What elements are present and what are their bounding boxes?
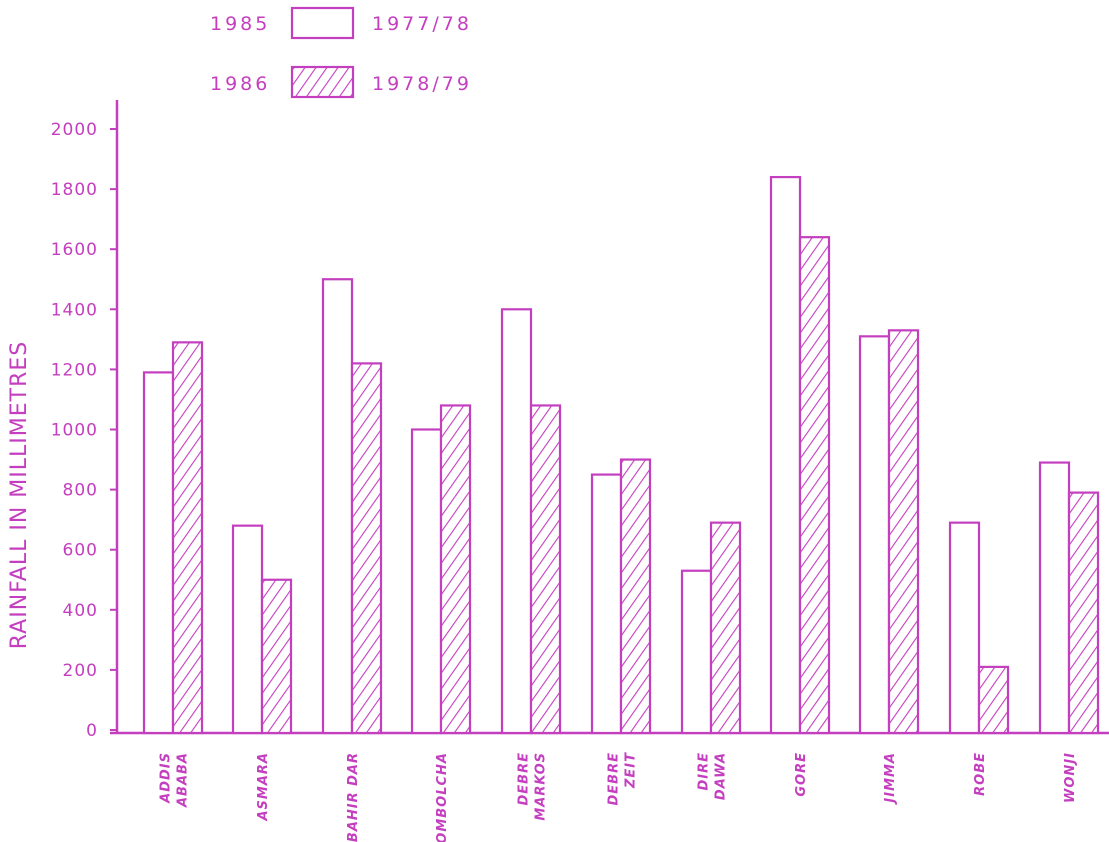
category-label: JIMMA — [883, 752, 898, 806]
bar-open — [680, 569, 713, 735]
category-label: WONJI — [1063, 752, 1078, 803]
y-tick-label: 1200 — [51, 360, 98, 380]
bar-open — [769, 175, 802, 735]
legend-left-label-1: 1985 — [210, 13, 270, 35]
category-label: DIRE — [697, 752, 712, 791]
y-tick-label: 800 — [63, 481, 98, 501]
bar-open — [590, 473, 623, 735]
y-ticks: 0 200 400 600 800 1000 1200 1400 1600 1800 2000 — [51, 120, 117, 741]
bar-open — [858, 335, 891, 735]
y-tick-label: 1800 — [51, 180, 98, 200]
y-tick-label: 1600 — [51, 240, 98, 260]
category-labels: ADDIS ABABA ASMARA BAHIR DAR KOMBOLCHA DEBRE M… — [159, 752, 1079, 842]
category-label: ADDIS — [159, 752, 174, 804]
y-tick-label: 400 — [63, 601, 98, 621]
category-label: DEBRE — [517, 752, 532, 805]
y-tick-label: 1400 — [51, 300, 98, 320]
bar-hatched — [529, 404, 562, 735]
bar-open — [948, 521, 981, 735]
bar-hatched — [171, 341, 204, 735]
y-tick-label: 200 — [63, 661, 98, 681]
legend-right-label-2: 1978/79 — [372, 73, 472, 95]
bar-open — [142, 371, 175, 735]
category-label: ASMARA — [256, 752, 271, 822]
category-label: ROBE — [973, 752, 988, 796]
category-label: KOMBOLCHA — [435, 752, 450, 842]
bars — [142, 175, 1100, 735]
bar-open — [500, 308, 533, 735]
bar-open — [231, 524, 264, 735]
legend-right-label-1: 1977/78 — [372, 13, 472, 35]
bar-hatched — [1067, 491, 1100, 735]
y-tick-label: 0 — [86, 721, 98, 741]
bar-open — [410, 428, 443, 735]
bar-hatched — [709, 521, 742, 735]
bar-open — [1038, 461, 1071, 735]
bar-hatched — [977, 665, 1010, 735]
category-label: DEBRE — [607, 752, 622, 805]
legend: 1985 1977/78 1986 1978/79 — [210, 6, 472, 99]
bar-hatched — [798, 236, 831, 735]
y-tick-label: 2000 — [51, 120, 98, 140]
y-axis-label: RAINFALL IN MILLIMETRES — [7, 341, 32, 649]
category-label: BAHIR DAR — [346, 752, 361, 842]
bar-hatched — [260, 578, 293, 735]
bar-hatched — [350, 362, 383, 735]
category-label: GORE — [794, 752, 809, 797]
bar-hatched — [887, 329, 920, 735]
category-label: ZEIT — [624, 752, 639, 789]
legend-left-label-2: 1986 — [210, 73, 270, 95]
bar-hatched — [439, 404, 472, 735]
legend-swatch-open — [290, 6, 355, 40]
category-label: MARKOS — [534, 752, 549, 821]
category-label: ABABA — [176, 752, 191, 808]
bar-open — [321, 278, 354, 735]
legend-swatch-hatched — [290, 65, 355, 99]
y-tick-label: 1000 — [51, 421, 98, 441]
category-label: DAWA — [714, 752, 729, 800]
y-tick-label: 600 — [63, 541, 98, 561]
bar-hatched — [619, 458, 652, 735]
